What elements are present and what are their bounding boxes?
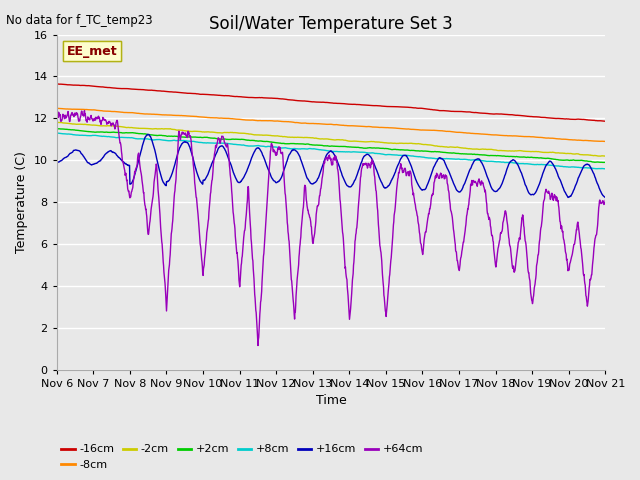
Line: +8cm: +8cm	[57, 133, 605, 169]
-2cm	[297, 134, 305, 140]
+2cm	[95, 129, 103, 135]
+64cm	[96, 116, 104, 121]
+8cm	[297, 146, 305, 152]
-16cm	[53, 81, 61, 87]
-2cm	[285, 134, 293, 140]
-2cm	[596, 153, 604, 159]
-8cm	[285, 119, 293, 125]
-16cm	[118, 86, 125, 92]
-8cm	[118, 109, 125, 115]
+64cm	[286, 258, 294, 264]
-16cm	[602, 119, 609, 124]
Line: +2cm: +2cm	[57, 129, 605, 162]
-2cm	[307, 135, 314, 141]
-8cm	[602, 139, 609, 144]
+8cm	[602, 166, 609, 172]
Line: -8cm: -8cm	[57, 108, 605, 142]
-8cm	[297, 120, 305, 126]
Legend: EE_met: EE_met	[63, 41, 121, 61]
+16cm	[365, 153, 373, 158]
+64cm	[602, 197, 609, 203]
-2cm	[602, 153, 609, 159]
+8cm	[365, 150, 372, 156]
Title: Soil/Water Temperature Set 3: Soil/Water Temperature Set 3	[209, 15, 453, 33]
+64cm	[81, 108, 88, 114]
-16cm	[307, 99, 315, 105]
+64cm	[308, 224, 316, 229]
-2cm	[95, 123, 103, 129]
+2cm	[307, 142, 314, 147]
+16cm	[602, 195, 609, 201]
-16cm	[365, 102, 373, 108]
+8cm	[285, 146, 293, 152]
+8cm	[601, 166, 609, 172]
Line: +16cm: +16cm	[57, 134, 605, 198]
+16cm	[143, 132, 151, 137]
Text: No data for f_TC_temp23: No data for f_TC_temp23	[6, 14, 153, 27]
+2cm	[297, 141, 305, 147]
-8cm	[95, 108, 103, 113]
+2cm	[53, 126, 61, 132]
-8cm	[53, 106, 61, 111]
+2cm	[118, 130, 125, 135]
+2cm	[602, 159, 609, 165]
Line: -2cm: -2cm	[57, 122, 605, 156]
+2cm	[365, 145, 372, 151]
+16cm	[298, 158, 305, 164]
-2cm	[118, 124, 125, 130]
+64cm	[366, 163, 374, 168]
+8cm	[307, 146, 314, 152]
+64cm	[118, 152, 125, 157]
+16cm	[118, 157, 125, 163]
+2cm	[285, 141, 293, 146]
-2cm	[365, 139, 372, 144]
+16cm	[286, 151, 294, 157]
+64cm	[298, 222, 305, 228]
+16cm	[307, 180, 315, 186]
Y-axis label: Temperature (C): Temperature (C)	[15, 151, 28, 253]
+8cm	[53, 130, 61, 136]
-8cm	[365, 124, 372, 130]
-16cm	[53, 81, 61, 87]
+2cm	[600, 159, 607, 165]
-2cm	[53, 120, 61, 125]
+8cm	[95, 133, 103, 139]
+16cm	[53, 160, 61, 166]
Legend: -16cm, -8cm, -2cm, +2cm, +8cm, +16cm, +64cm: -16cm, -8cm, -2cm, +2cm, +8cm, +16cm, +6…	[57, 440, 428, 474]
Line: -16cm: -16cm	[57, 84, 605, 121]
-16cm	[298, 98, 305, 104]
+16cm	[95, 158, 103, 164]
X-axis label: Time: Time	[316, 395, 346, 408]
-8cm	[601, 139, 609, 144]
-16cm	[286, 97, 294, 103]
+8cm	[118, 134, 125, 140]
-16cm	[96, 84, 104, 90]
-8cm	[307, 120, 314, 126]
+64cm	[53, 114, 61, 120]
+64cm	[254, 343, 262, 348]
Line: +64cm: +64cm	[57, 111, 605, 346]
